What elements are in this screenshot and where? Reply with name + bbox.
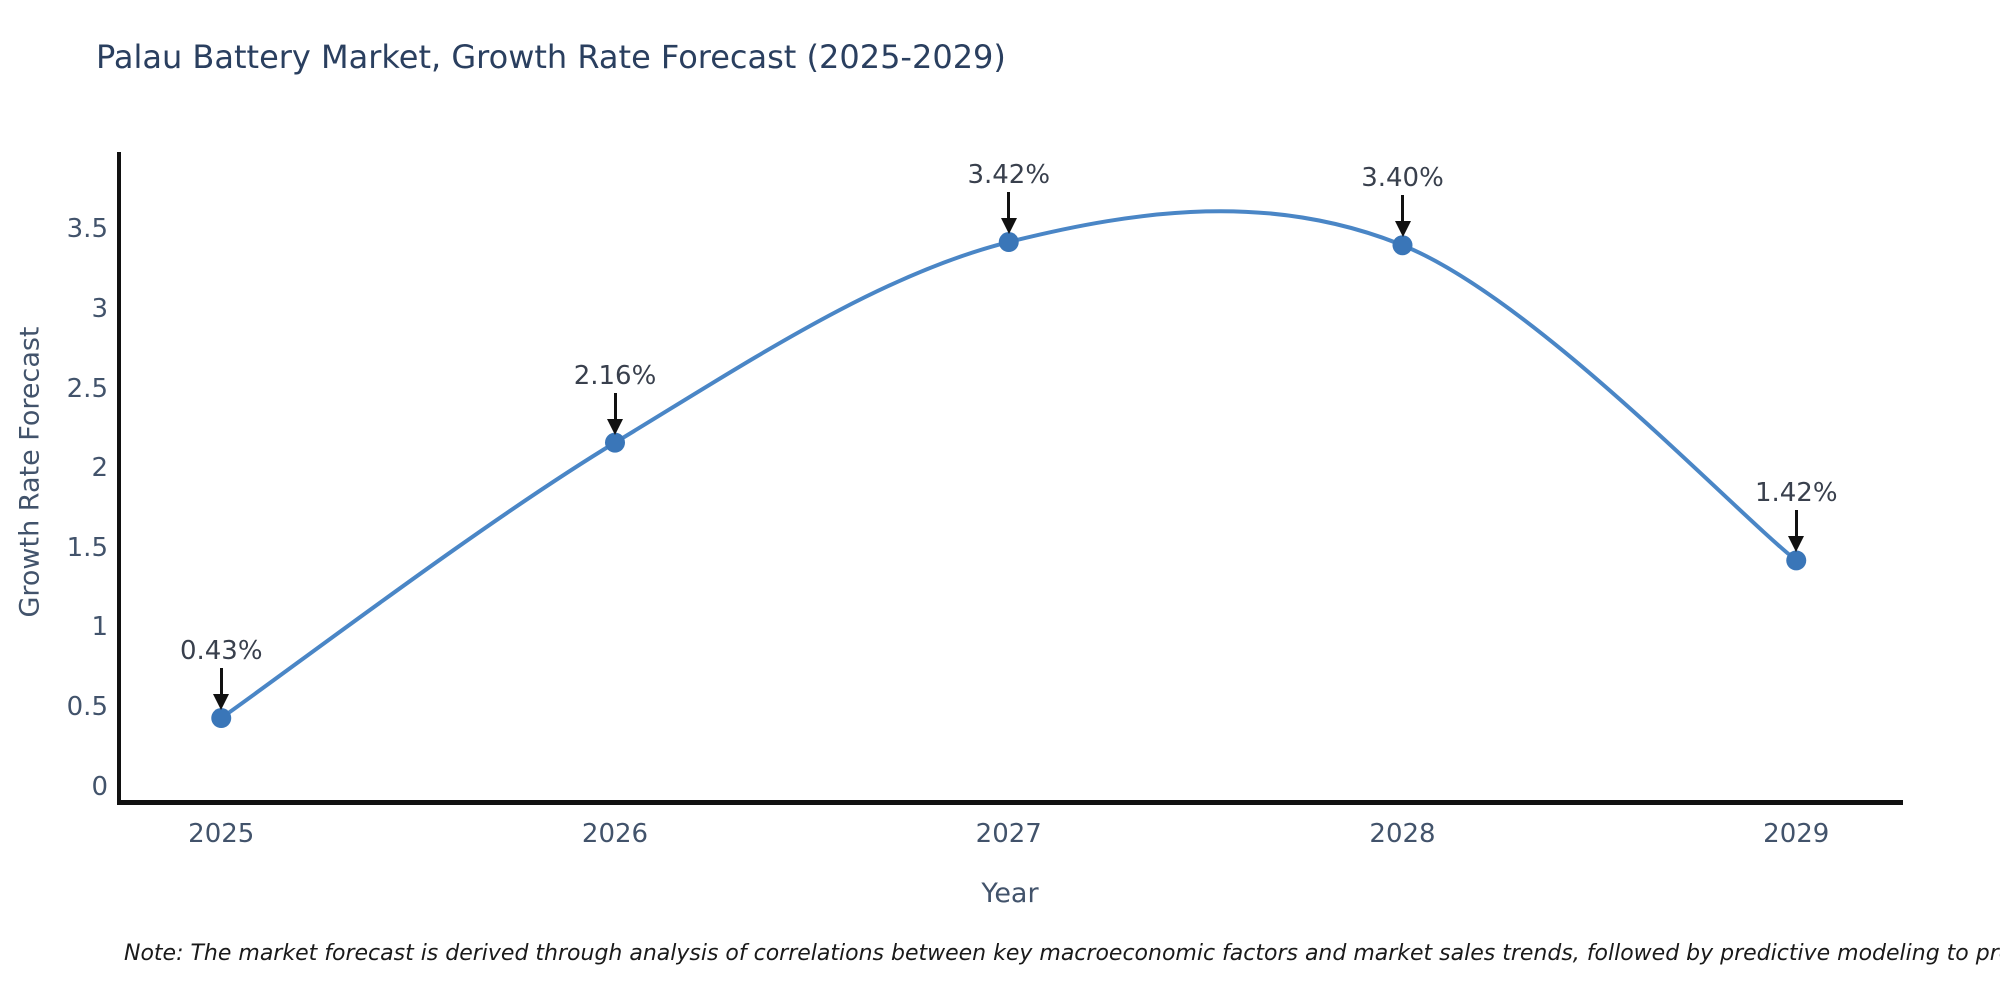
x-tick-2026: 2026	[581, 819, 649, 849]
annotation-label-2029: 1.42%	[1754, 478, 1838, 509]
y-tick-2.5: 2.5	[66, 373, 108, 404]
x-axis-line	[117, 800, 1903, 805]
x-tick-2027: 2027	[975, 819, 1042, 849]
annotation-arrow-head	[1788, 536, 1805, 553]
annotation-arrow-shaft	[613, 392, 617, 419]
y-tick-2: 2	[91, 453, 108, 484]
x-tick-2025: 2025	[188, 819, 255, 849]
annotation-arrow-shaft	[1401, 195, 1404, 222]
data-point-2027	[998, 232, 1019, 253]
annotation-arrow-head	[1000, 218, 1017, 235]
annotation-label-2026: 2.16%	[573, 360, 657, 391]
annotation-arrow-head	[213, 694, 230, 711]
y-tick-1.5: 1.5	[66, 532, 108, 563]
annotation-arrow-shaft	[1007, 192, 1011, 219]
x-axis-title: Year	[981, 878, 1039, 909]
forecast-line	[219, 209, 1799, 721]
annotation-arrow-head	[1394, 221, 1411, 238]
chart-title: Palau Battery Market, Growth Rate Foreca…	[96, 38, 1006, 76]
annotation-arrow-head	[607, 418, 623, 435]
annotation-label-2025: 0.43%	[179, 636, 263, 667]
annotation-arrow-shaft	[219, 668, 223, 695]
annotation-arrow-shaft	[1794, 510, 1798, 537]
y-axis-line	[117, 152, 121, 805]
x-tick-2029: 2029	[1763, 819, 1830, 849]
data-point-2025	[211, 708, 232, 729]
annotation-label-2027: 3.42%	[967, 160, 1051, 191]
y-tick-1: 1	[91, 612, 108, 643]
data-point-2029	[1786, 550, 1807, 571]
y-tick-0.5: 0.5	[66, 691, 108, 722]
footnote: Note: The market forecast is derived thr…	[124, 941, 2000, 966]
y-tick-3.5: 3.5	[66, 214, 108, 245]
annotation-label-2028: 3.40%	[1361, 163, 1444, 194]
x-tick-2028: 2028	[1369, 819, 1436, 849]
y-tick-0: 0	[91, 771, 108, 802]
y-tick-3: 3	[91, 293, 108, 324]
data-point-2026	[605, 432, 625, 453]
data-point-2028	[1392, 235, 1413, 256]
